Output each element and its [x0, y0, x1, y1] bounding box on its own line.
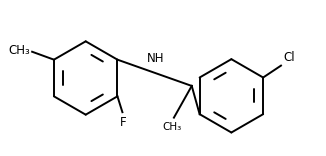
Text: CH₃: CH₃ — [162, 122, 182, 132]
Text: Cl: Cl — [283, 51, 295, 64]
Text: F: F — [120, 116, 127, 129]
Text: NH: NH — [147, 52, 164, 65]
Text: CH₃: CH₃ — [8, 44, 30, 57]
